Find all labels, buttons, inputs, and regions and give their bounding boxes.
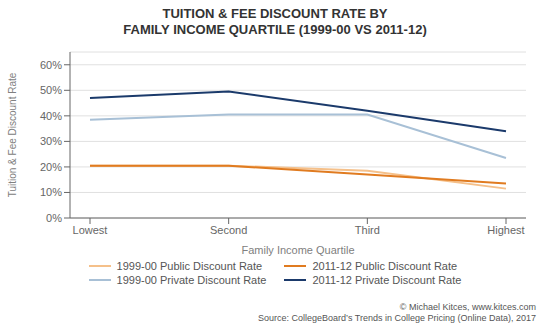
html-text:TUITION & FEE DISCOUNT RATE BY: TUITION & FEE DISCOUNT RATE BY (162, 6, 388, 21)
svg-text:60%: 60% (40, 59, 62, 71)
html-text:FAMILY INCOME QUARTILE (1999-0: FAMILY INCOME QUARTILE (1999-00 VS 2011-… (123, 22, 427, 37)
html-text:1999-00 Private Discount Rate: 1999-00 Private Discount Rate (116, 274, 267, 286)
svg-text:0%: 0% (46, 212, 62, 224)
svg-text:10%: 10% (40, 186, 62, 198)
svg-text:20%: 20% (40, 161, 62, 173)
html-text:2011-12 Public Discount Rate: 2011-12 Public Discount Rate (312, 260, 458, 272)
svg-text:Tuition & Fee Discount Rate: Tuition & Fee Discount Rate (8, 72, 18, 197)
html-text:Source: CollegeBoard’s Trends: Source: CollegeBoard’s Trends in College… (258, 313, 536, 323)
html-text:1999-00 Public Discount Rate: 1999-00 Public Discount Rate (116, 260, 263, 272)
html-text:2011-12 Private Discount Rate: 2011-12 Private Discount Rate (312, 274, 462, 286)
svg-text:Second: Second (210, 224, 247, 236)
svg-text:Family Income Quartile: Family Income Quartile (241, 244, 354, 256)
svg-text:Highest: Highest (487, 224, 524, 236)
svg-text:Lowest: Lowest (73, 224, 108, 236)
svg-text:Third: Third (355, 224, 380, 236)
svg-text:50%: 50% (40, 84, 62, 96)
svg-text:40%: 40% (40, 110, 62, 122)
html-text:© Michael Kitces, www.kitces.c: © Michael Kitces, www.kitces.com (399, 302, 536, 312)
svg-text:30%: 30% (40, 135, 62, 147)
